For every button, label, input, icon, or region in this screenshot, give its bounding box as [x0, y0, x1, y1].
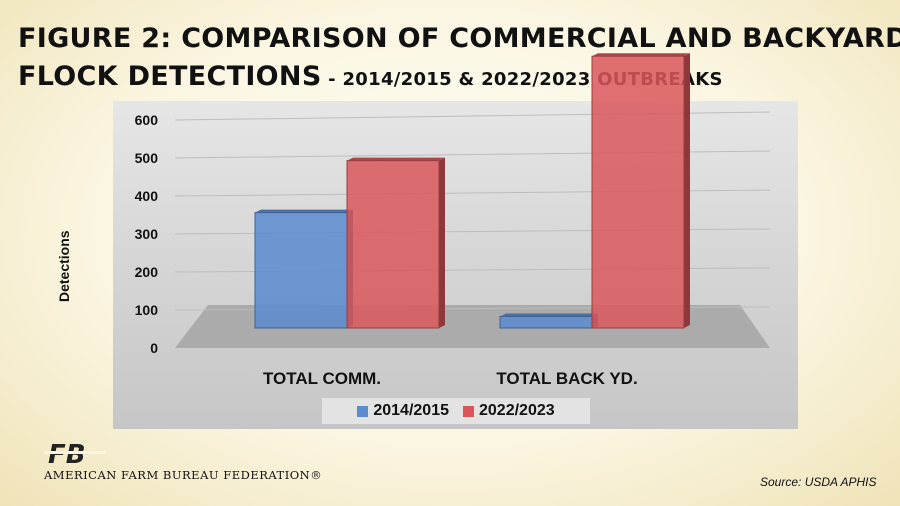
bar-top: [500, 313, 598, 317]
source-note: Source: USDA APHIS: [760, 475, 877, 489]
legend-label-series-1: 2014/2015: [373, 402, 449, 419]
bar-top: [592, 53, 690, 57]
legend-item-series-1: 2014/2015: [357, 402, 449, 420]
title-line-1: FIGURE 2: COMPARISON OF COMMERCIAL AND B…: [18, 23, 900, 54]
title-line-2-main: FLOCK DETECTIONS: [18, 61, 322, 92]
y-tick-label: 100: [135, 302, 159, 318]
bar: [591, 55, 685, 329]
chart-legend: 2014/2015 2022/2023: [322, 398, 590, 424]
title-line-2-separator: -: [321, 69, 343, 90]
bar: [346, 160, 440, 329]
y-tick-label: 500: [135, 150, 159, 166]
x-category-label: TOTAL BACK YD.: [496, 369, 637, 388]
y-tick-label: 600: [135, 112, 159, 128]
bar-side: [684, 53, 690, 328]
bar-side: [439, 157, 445, 328]
y-axis-title: Detections: [56, 230, 72, 302]
bar-top: [347, 157, 445, 161]
farm-bureau-logo-icon: FB: [44, 441, 106, 467]
x-category-label: TOTAL COMM.: [263, 369, 381, 388]
legend-label-series-2: 2022/2023: [479, 402, 555, 419]
chart-title: FIGURE 2: COMPARISON OF COMMERCIAL AND B…: [18, 20, 900, 99]
organization-name: AMERICAN FARM BUREAU FEDERATION®: [44, 468, 323, 482]
y-tick-label: 400: [135, 188, 159, 204]
legend-swatch-series-1: [357, 405, 369, 417]
bar-top: [255, 209, 353, 213]
bar: [254, 212, 348, 329]
legend-item-series-2: 2022/2023: [463, 402, 555, 420]
y-tick-label: 0: [150, 340, 158, 356]
y-tick-label: 300: [135, 226, 159, 242]
bar: [499, 316, 593, 329]
y-tick-label: 200: [135, 264, 159, 280]
legend-swatch-series-2: [463, 405, 474, 417]
